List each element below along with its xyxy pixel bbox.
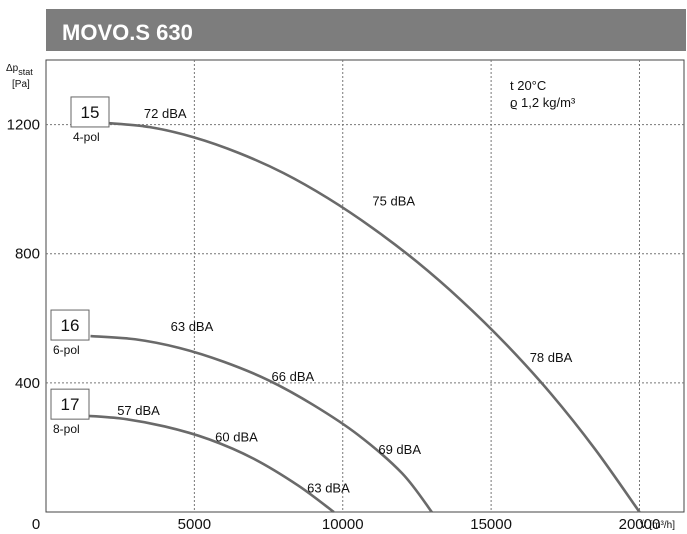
dba-label-6: 57 dBA xyxy=(117,403,160,418)
series-poles-16: 6-pol xyxy=(53,343,80,357)
series-box-16 xyxy=(50,309,90,341)
density-note: ϱ 1,2 kg/m³ xyxy=(510,95,576,110)
series-box-17 xyxy=(50,388,90,420)
curve-series-16 xyxy=(90,334,433,513)
series-curves xyxy=(75,121,641,514)
chart-title: MOVO.S 630 xyxy=(62,20,193,45)
x-tick-label-0: 0 xyxy=(32,516,40,533)
dba-label-1: 75 dBA xyxy=(372,193,415,208)
y-axis-label: Δpstat xyxy=(6,63,33,77)
x-tick-label-1: 5000 xyxy=(178,516,211,533)
series-labels: 15 4-pol 16 6-pol 17 8-pol xyxy=(50,96,110,436)
temperature-note: t 20°C xyxy=(510,78,546,93)
x-tick-label-2: 10000 xyxy=(322,516,364,533)
dba-annotations: 72 dBA 75 dBA 78 dBA 63 dBA 66 dBA 69 dBA 57 d… xyxy=(117,106,572,496)
series-poles-15: 4-pol xyxy=(73,130,100,144)
series-number-16: 16 xyxy=(61,316,80,335)
y-tick-label-1: 800 xyxy=(15,246,40,263)
dba-label-0: 72 dBA xyxy=(144,106,187,121)
dba-label-3: 63 dBA xyxy=(171,319,214,334)
plot-frame xyxy=(45,59,685,513)
series-poles-17: 8-pol xyxy=(53,422,80,436)
series-number-15: 15 xyxy=(81,103,100,122)
axis-ticks: 0 5000 10000 15000 20000 400 800 1200 xyxy=(7,117,661,533)
dba-label-2: 78 dBA xyxy=(530,350,573,365)
curve-series-15 xyxy=(105,121,641,513)
dba-label-5: 69 dBA xyxy=(378,442,421,457)
x-axis-label: V̇ [m³/h] xyxy=(640,518,675,531)
y-tick-label-2: 1200 xyxy=(7,117,40,134)
curve-series-17 xyxy=(75,413,335,514)
title-bar xyxy=(46,9,686,51)
series-box-15 xyxy=(70,96,110,128)
dba-label-8: 63 dBA xyxy=(307,481,350,496)
x-tick-label-3: 15000 xyxy=(470,516,512,533)
y-tick-label-0: 400 xyxy=(15,375,40,392)
y-axis-unit: [Pa] xyxy=(12,79,30,90)
dba-label-4: 66 dBA xyxy=(272,369,315,384)
grid-lines xyxy=(46,60,684,512)
dba-label-7: 60 dBA xyxy=(215,430,258,445)
series-number-17: 17 xyxy=(61,395,80,414)
x-tick-label-4: 20000 xyxy=(619,516,661,533)
